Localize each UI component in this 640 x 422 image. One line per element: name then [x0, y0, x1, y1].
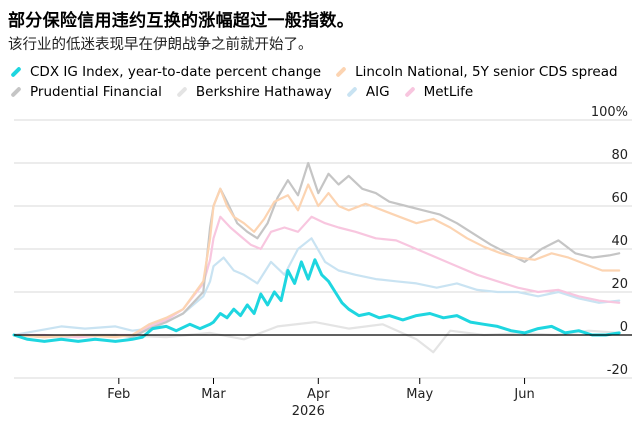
series-line-prudential [12, 161, 621, 339]
legend-item-berkshire: Berkshire Hathaway [174, 84, 332, 100]
series-line-metlife [12, 215, 621, 339]
legend-label-lincoln: Lincoln National, 5Y senior CDS spread [355, 64, 618, 80]
x-tick-label: Jun [513, 387, 534, 402]
chart-subtitle: 该行业的低迷表现早在伊朗战争之前就开始了。 [8, 37, 313, 53]
series-line-lincoln [12, 183, 621, 339]
y-tick-label: -20 [607, 363, 628, 378]
x-tick-label: Apr [307, 387, 330, 402]
legend-label-prudential: Prudential Financial [30, 84, 162, 100]
legend-item-cdx: CDX IG Index, year-to-date percent chang… [8, 64, 321, 80]
legend-row-2: Prudential Financial Berkshire Hathaway … [8, 82, 638, 102]
legend-label-cdx: CDX IG Index, year-to-date percent chang… [30, 64, 322, 80]
y-tick-label: 60 [611, 191, 628, 206]
y-tick-label: 100% [591, 105, 628, 120]
y-tick-label: 20 [611, 277, 628, 292]
y-tick-label: 80 [611, 148, 628, 163]
chart-title: 部分保险信用违约互换的涨幅超过一般指数。 [8, 11, 354, 31]
series-line-cdx [12, 258, 621, 343]
legend-item-metlife: MetLife [402, 84, 474, 100]
chart-legend: CDX IG Index, year-to-date percent chang… [8, 62, 638, 102]
y-tick-label: 0 [620, 320, 628, 335]
series-line-aig [12, 237, 621, 337]
legend-item-lincoln: Lincoln National, 5Y senior CDS spread [333, 64, 618, 80]
legend-label-berkshire: Berkshire Hathaway [195, 84, 332, 100]
x-tick-label: Feb [107, 387, 130, 402]
y-tick-label: 40 [611, 234, 628, 249]
legend-row-1: CDX IG Index, year-to-date percent chang… [8, 62, 638, 82]
x-year-label: 2026 [292, 404, 325, 419]
series-layer [12, 161, 621, 354]
x-tick-label: May [406, 387, 433, 402]
x-tick-label: Mar [201, 387, 226, 402]
legend-item-prudential: Prudential Financial [8, 84, 162, 100]
legend-item-aig: AIG [344, 84, 390, 100]
grid-layer [14, 119, 632, 379]
legend-label-aig: AIG [365, 84, 390, 100]
axis-layer: 100% 80 60 40 20 0 -20 Feb Mar Apr May Jun 2026 [14, 105, 632, 419]
legend-label-metlife: MetLife [423, 84, 474, 100]
